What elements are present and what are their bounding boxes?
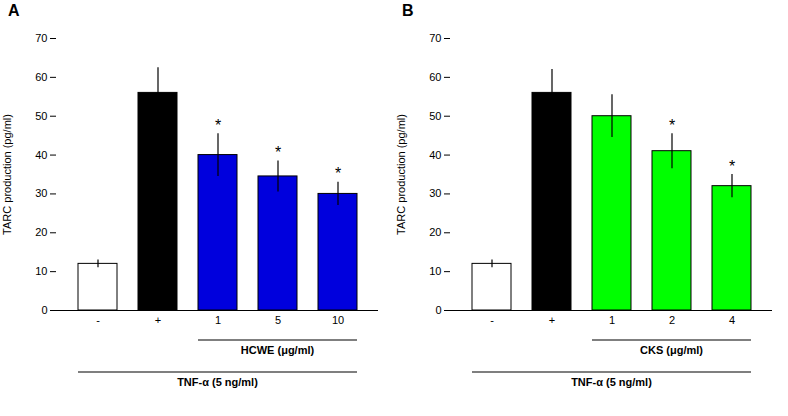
svg-text:70: 70 [429,32,441,44]
svg-text:2: 2 [669,314,675,326]
svg-text:*: * [729,158,735,175]
svg-text:*: * [669,117,675,134]
svg-text:5: 5 [275,314,281,326]
svg-text:-: - [490,314,494,326]
svg-text:60: 60 [35,71,47,83]
svg-text:20: 20 [429,226,441,238]
svg-text:40: 40 [429,149,441,161]
svg-text:20: 20 [35,226,47,238]
svg-text:+: + [549,314,555,326]
svg-text:10: 10 [332,314,344,326]
svg-text:30: 30 [35,187,47,199]
svg-text:0: 0 [41,304,47,316]
svg-text:4: 4 [729,314,735,326]
svg-text:TARC production (pg/ml): TARC production (pg/ml) [1,114,13,235]
svg-text:1: 1 [609,314,615,326]
svg-text:TARC production (pg/ml): TARC production (pg/ml) [395,114,407,235]
svg-text:1: 1 [215,314,221,326]
svg-text:50: 50 [35,110,47,122]
svg-text:*: * [275,144,281,161]
html-text:A: A [8,2,20,19]
svg-text:60: 60 [429,71,441,83]
svg-text:70: 70 [35,32,47,44]
svg-text:TNF-α (5 ng/ml): TNF-α (5 ng/ml) [571,376,652,388]
svg-text:+: + [155,314,161,326]
svg-text:*: * [215,117,221,134]
svg-text:0: 0 [435,304,441,316]
svg-text:CKS (μg/ml): CKS (μg/ml) [640,344,703,356]
svg-text:HCWE (μg/ml): HCWE (μg/ml) [241,344,315,356]
svg-text:50: 50 [429,110,441,122]
svg-text:TNF-α (5 ng/ml): TNF-α (5 ng/ml) [177,376,258,388]
svg-text:10: 10 [35,265,47,277]
html-text:B: B [402,2,414,19]
svg-text:40: 40 [35,149,47,161]
svg-text:-: - [96,314,100,326]
svg-text:10: 10 [429,265,441,277]
svg-text:*: * [335,165,341,182]
svg-text:30: 30 [429,187,441,199]
